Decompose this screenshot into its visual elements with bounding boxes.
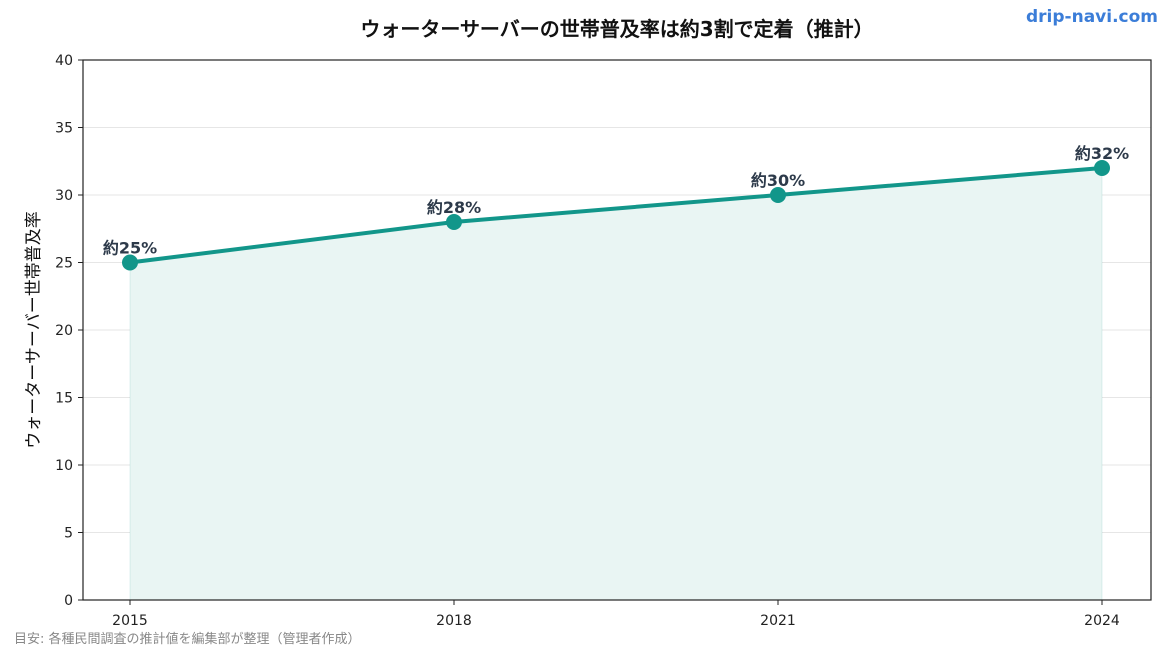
data-label: 約25% <box>103 239 157 258</box>
chart-title: ウォーターサーバーの世帯普及率は約3割で定着（推計） <box>360 17 873 41</box>
footnote: 目安: 各種民間調査の推計値を編集部が整理（管理者作成） <box>14 632 361 647</box>
x-tick-label: 2021 <box>760 613 796 629</box>
x-tick-label: 2024 <box>1084 613 1120 629</box>
area-fill <box>130 168 1102 600</box>
data-point <box>770 187 786 203</box>
data-point <box>1094 160 1110 176</box>
y-tick-label: 25 <box>55 256 73 272</box>
brand-link[interactable]: drip-navi.com <box>1025 7 1158 27</box>
y-axis-label: ウォーターサーバー世帯普及率 <box>24 211 44 449</box>
y-tick-label: 15 <box>55 391 73 407</box>
data-label: 約30% <box>751 171 805 190</box>
y-tick-label: 20 <box>55 323 73 339</box>
data-point <box>446 214 462 230</box>
x-tick-label: 2018 <box>436 613 472 629</box>
data-label: 約32% <box>1075 144 1129 163</box>
data-point <box>122 254 138 271</box>
y-tick-label: 30 <box>55 188 73 204</box>
y-tick-label: 40 <box>55 53 73 69</box>
y-tick-label: 0 <box>64 593 73 609</box>
y-tick-label: 10 <box>55 458 73 474</box>
y-tick-label: 35 <box>55 121 73 137</box>
y-tick-label: 5 <box>64 526 73 542</box>
x-tick-label: 2015 <box>112 613 148 629</box>
series-line <box>128 166 1104 265</box>
data-label: 約28% <box>427 198 481 217</box>
